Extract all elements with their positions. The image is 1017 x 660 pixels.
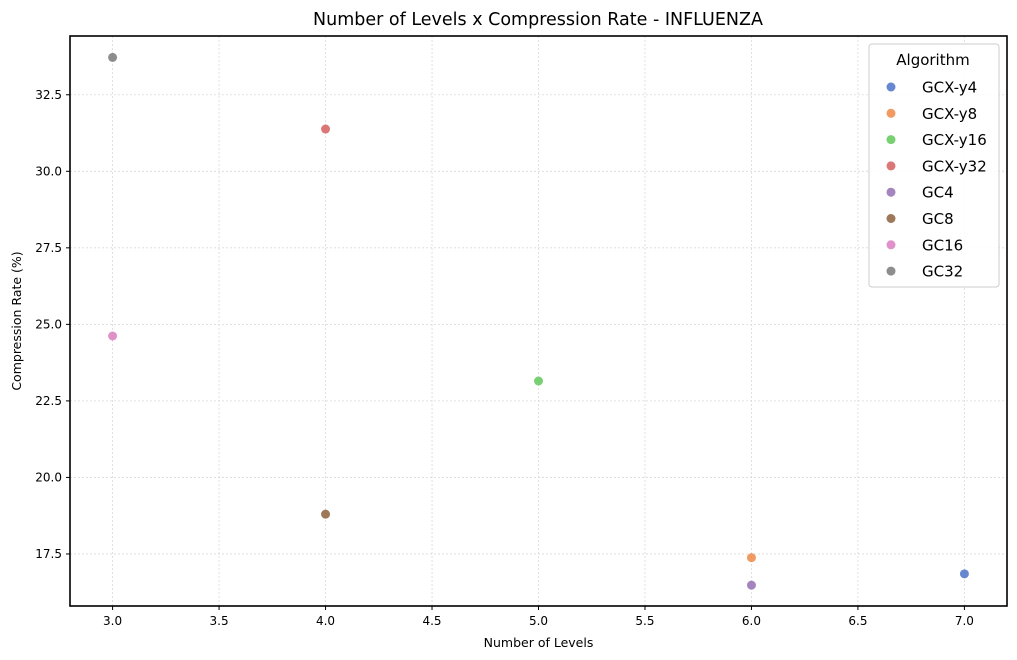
- x-tick-label: 6.0: [742, 614, 761, 628]
- data-point: [534, 376, 543, 386]
- x-tick-label: 5.0: [529, 614, 548, 628]
- legend-marker: [886, 135, 896, 145]
- data-point: [746, 553, 756, 563]
- plot-frame: [69, 35, 1008, 607]
- data-point: [959, 569, 969, 579]
- x-axis-label: Number of Levels: [484, 635, 594, 650]
- legend-marker: [886, 161, 896, 171]
- point-layer: [108, 52, 969, 590]
- data-point: [321, 509, 331, 519]
- legend-marker: [886, 240, 896, 250]
- x-tick-label: 5.5: [635, 614, 654, 628]
- data-point: [108, 331, 118, 341]
- y-tick-label: 22.5: [35, 394, 62, 408]
- legend-label: GC32: [922, 263, 963, 281]
- tick-layer: 3.0 3.5 4.0 4.5 5.0 5.5 6.0 6.5 7.0 17.5 20.0 22.5 2…: [35, 88, 974, 628]
- legend-label: GC8: [922, 210, 954, 228]
- chart-title: Number of Levels x Compression Rate - IN…: [313, 10, 763, 30]
- y-tick-label: 20.0: [35, 470, 62, 484]
- legend: Algorithm GCX-y4GCX-y8GCX-y16GCX-y32GC4G…: [868, 43, 1000, 288]
- legend-marker: [886, 214, 896, 223]
- y-tick-label: 32.5: [35, 88, 62, 102]
- data-point: [108, 52, 118, 62]
- legend-label: GCX-y16: [922, 131, 987, 149]
- x-tick-label: 6.5: [848, 614, 867, 628]
- data-point: [746, 580, 756, 590]
- x-tick-label: 3.0: [103, 614, 122, 628]
- legend-label: GCX-y4: [922, 79, 977, 97]
- legend-label: GC4: [922, 184, 954, 202]
- legend-label: GCX-y32: [922, 157, 987, 175]
- x-tick-label: 4.0: [316, 614, 335, 628]
- grid-layer: [70, 36, 1007, 606]
- legend-label: GC16: [922, 236, 963, 254]
- legend-label: GCX-y8: [922, 105, 977, 123]
- y-tick-label: 27.5: [35, 241, 62, 255]
- legend-marker: [886, 82, 896, 92]
- y-tick-label: 30.0: [35, 164, 62, 178]
- x-tick-label: 4.5: [422, 614, 441, 628]
- legend-marker: [886, 266, 896, 276]
- legend-marker: [886, 108, 896, 118]
- x-tick-label: 3.5: [210, 614, 229, 628]
- y-axis-label: Compression Rate (%): [9, 251, 24, 390]
- data-point: [321, 124, 331, 134]
- legend-marker: [886, 187, 896, 197]
- legend-items: GCX-y4 GCX-y8 GCX-y16 GCX-y32 GC4 GC8 GC16 GC32: [886, 79, 987, 281]
- y-tick-label: 25.0: [35, 317, 62, 331]
- legend-title: Algorithm: [896, 51, 969, 69]
- y-tick-label: 17.5: [35, 547, 62, 561]
- legend-box: [868, 43, 1000, 288]
- x-tick-label: 7.0: [955, 614, 974, 628]
